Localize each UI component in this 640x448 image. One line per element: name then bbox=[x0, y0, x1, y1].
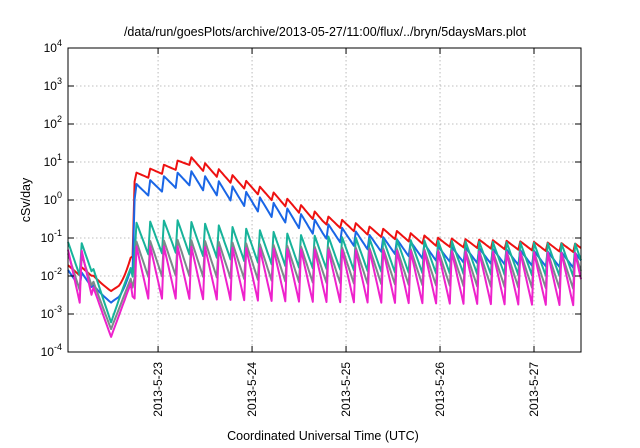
y-axis-label: cSv/day bbox=[19, 177, 33, 222]
y-tick-label: 101 bbox=[44, 152, 62, 169]
y-tick-label: 100 bbox=[44, 190, 62, 207]
x-tick-label: 2013-5-26 bbox=[433, 362, 447, 417]
y-axis: 10-4 10-3 10-2 10-1 100 101 102 103 104 bbox=[41, 38, 581, 359]
series-line-2 bbox=[67, 170, 582, 304]
x-axis: 2013-5-23 2013-5-24 2013-5-25 2013-5-26 2013… bbox=[151, 48, 541, 417]
chart-grid bbox=[68, 48, 581, 352]
chart-series bbox=[67, 156, 582, 338]
series-line-4 bbox=[67, 238, 582, 331]
x-tick-label: 2013-5-23 bbox=[151, 362, 165, 417]
chart-title: /data/run/goesPlots/archive/2013-05-27/1… bbox=[124, 25, 527, 39]
series-line-3 bbox=[67, 219, 582, 324]
y-tick-label: 10-2 bbox=[41, 266, 62, 283]
x-tick-label: 2013-5-24 bbox=[245, 362, 259, 417]
y-tick-label: 10-1 bbox=[41, 228, 62, 245]
x-tick-label: 2013-5-25 bbox=[339, 362, 353, 417]
y-tick-label: 103 bbox=[44, 76, 62, 93]
y-tick-label: 10-3 bbox=[41, 304, 62, 321]
y-tick-label: 104 bbox=[44, 38, 62, 55]
x-tick-label: 2013-5-27 bbox=[527, 362, 541, 417]
y-tick-label: 102 bbox=[44, 114, 62, 131]
series-line-1 bbox=[67, 156, 582, 293]
x-axis-label: Coordinated Universal Time (UTC) bbox=[227, 429, 419, 443]
y-tick-label: 10-4 bbox=[41, 342, 62, 359]
series-line-5 bbox=[67, 245, 582, 338]
